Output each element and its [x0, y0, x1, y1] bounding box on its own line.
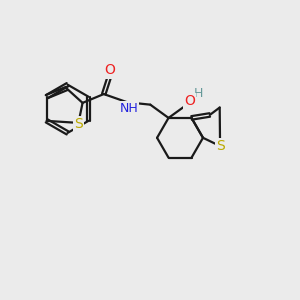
Text: S: S	[74, 117, 83, 131]
Text: O: O	[184, 94, 195, 108]
Text: O: O	[104, 64, 115, 77]
Text: S: S	[216, 139, 224, 153]
Text: H: H	[193, 87, 203, 100]
Text: NH: NH	[119, 102, 138, 115]
